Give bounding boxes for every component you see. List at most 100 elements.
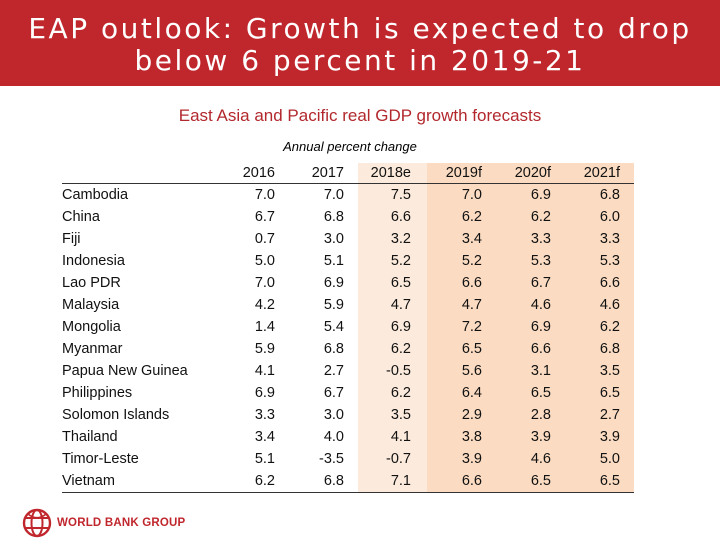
growth-value: 5.3 [496, 250, 565, 272]
table-row: Lao PDR 7.0 6.9 6.5 6.6 6.7 6.6 [62, 272, 634, 294]
growth-value: 7.5 [358, 183, 427, 206]
growth-value: 4.6 [565, 294, 634, 316]
growth-value: 3.4 [254, 429, 275, 445]
growth-value: 3.0 [323, 231, 344, 247]
growth-value: 2.8 [496, 404, 565, 426]
table-row: Thailand 3.4 4.0 4.1 3.8 3.9 3.9 [62, 426, 634, 448]
growth-value: 7.0 [323, 187, 344, 203]
country-name: Thailand [62, 429, 118, 445]
country-name: Mongolia [62, 319, 121, 335]
growth-value: -3.5 [319, 451, 344, 467]
table-row: Vietnam 6.2 6.8 7.1 6.6 6.5 6.5 [62, 470, 634, 493]
growth-value: 5.6 [427, 360, 496, 382]
country-name: Malaysia [62, 297, 120, 313]
growth-value: 7.1 [358, 470, 427, 493]
growth-value: 6.4 [427, 382, 496, 404]
growth-value: 6.7 [254, 209, 275, 225]
growth-value: 6.5 [427, 338, 496, 360]
growth-value: 6.5 [358, 272, 427, 294]
growth-value: 6.6 [358, 206, 427, 228]
growth-value: 2.7 [565, 404, 634, 426]
growth-value: 3.4 [427, 228, 496, 250]
growth-value: 1.4 [254, 319, 275, 335]
growth-value: 3.9 [496, 426, 565, 448]
table-row: Philippines 6.9 6.7 6.2 6.4 6.5 6.5 [62, 382, 634, 404]
growth-value: -0.7 [358, 448, 427, 470]
growth-value: 6.2 [358, 382, 427, 404]
country-name: Fiji [62, 231, 81, 247]
growth-value: 5.9 [254, 341, 275, 357]
growth-value: 7.0 [254, 187, 275, 203]
table-row: Solomon Islands 3.3 3.0 3.5 2.9 2.8 2.7 [62, 404, 634, 426]
growth-value: 6.8 [289, 470, 358, 493]
country-name: Timor-Leste [62, 451, 139, 467]
country-name: Indonesia [62, 253, 125, 269]
country-name: Lao PDR [62, 275, 121, 291]
table-row: Fiji 0.7 3.0 3.2 3.4 3.3 3.3 [62, 228, 634, 250]
growth-value: 6.9 [323, 275, 344, 291]
column-header-2018e: 2018e [358, 163, 427, 184]
growth-value: 3.8 [427, 426, 496, 448]
growth-value: 3.5 [565, 360, 634, 382]
table-row: Indonesia 5.0 5.1 5.2 5.2 5.3 5.3 [62, 250, 634, 272]
growth-value: 2.9 [427, 404, 496, 426]
gdp-forecast-table: 2016 2017 2018e 2019f 2020f 2021f Cambodia 7.0… [62, 163, 634, 493]
growth-value: 4.2 [254, 297, 275, 313]
country-name: Papua New Guinea [62, 363, 188, 379]
table-row: China 6.7 6.8 6.6 6.2 6.2 6.0 [62, 206, 634, 228]
growth-value: 6.2 [496, 206, 565, 228]
country-name: Solomon Islands [62, 407, 170, 423]
growth-value: 2.7 [323, 363, 344, 379]
growth-value: 6.6 [427, 470, 496, 493]
growth-value: 4.1 [254, 363, 275, 379]
growth-value: 6.5 [496, 382, 565, 404]
growth-value: 7.2 [427, 316, 496, 338]
country-name: China [62, 209, 100, 225]
growth-value: 6.6 [496, 338, 565, 360]
growth-value: 6.6 [427, 272, 496, 294]
growth-value: 6.8 [565, 183, 634, 206]
growth-value: 6.7 [323, 385, 344, 401]
growth-value: 6.5 [496, 470, 565, 493]
growth-value: 7.0 [254, 275, 275, 291]
table-row: Myanmar 5.9 6.8 6.2 6.5 6.6 6.8 [62, 338, 634, 360]
slide-title-line-1: EAP outlook: Growth is expected to drop [28, 12, 692, 45]
growth-value: 5.2 [427, 250, 496, 272]
growth-value: 6.5 [565, 470, 634, 493]
country-name: Myanmar [62, 341, 123, 357]
table-row: Cambodia 7.0 7.0 7.5 7.0 6.9 6.8 [62, 183, 634, 206]
growth-value: 3.0 [323, 407, 344, 423]
growth-value: 3.9 [427, 448, 496, 470]
growth-value: 3.3 [496, 228, 565, 250]
growth-value: 3.2 [358, 228, 427, 250]
growth-value: 5.2 [358, 250, 427, 272]
growth-value: 4.6 [496, 294, 565, 316]
table-row: Papua New Guinea 4.1 2.7 -0.5 5.6 3.1 3.5 [62, 360, 634, 382]
country-name: Philippines [62, 385, 133, 401]
growth-value: 7.0 [427, 183, 496, 206]
growth-value: 5.3 [565, 250, 634, 272]
table-row: Mongolia 1.4 5.4 6.9 7.2 6.9 6.2 [62, 316, 634, 338]
unit-label: Annual percent change [283, 139, 417, 154]
column-header-2016: 2016 [220, 163, 289, 184]
growth-value: 6.9 [358, 316, 427, 338]
growth-value: 6.7 [496, 272, 565, 294]
growth-value: 6.2 [565, 316, 634, 338]
growth-value: 0.7 [254, 231, 275, 247]
growth-value: 5.4 [323, 319, 344, 335]
world-bank-logo: WORLD BANK GROUP [22, 508, 185, 538]
growth-value: 6.2 [358, 338, 427, 360]
growth-value: 6.8 [565, 338, 634, 360]
growth-value: 5.1 [323, 253, 344, 269]
growth-value: 6.8 [323, 209, 344, 225]
title-banner: EAP outlook: Growth is expected to drop … [0, 0, 720, 86]
growth-value: 6.2 [220, 470, 289, 493]
table-row: Malaysia 4.2 5.9 4.7 4.7 4.6 4.6 [62, 294, 634, 316]
globe-icon [22, 508, 52, 538]
table-row: Timor-Leste 5.1 -3.5 -0.7 3.9 4.6 5.0 [62, 448, 634, 470]
growth-value: 3.3 [565, 228, 634, 250]
growth-value: 6.9 [496, 183, 565, 206]
growth-value: -0.5 [358, 360, 427, 382]
table-header-row: 2016 2017 2018e 2019f 2020f 2021f [62, 163, 634, 184]
growth-value: 4.7 [358, 294, 427, 316]
